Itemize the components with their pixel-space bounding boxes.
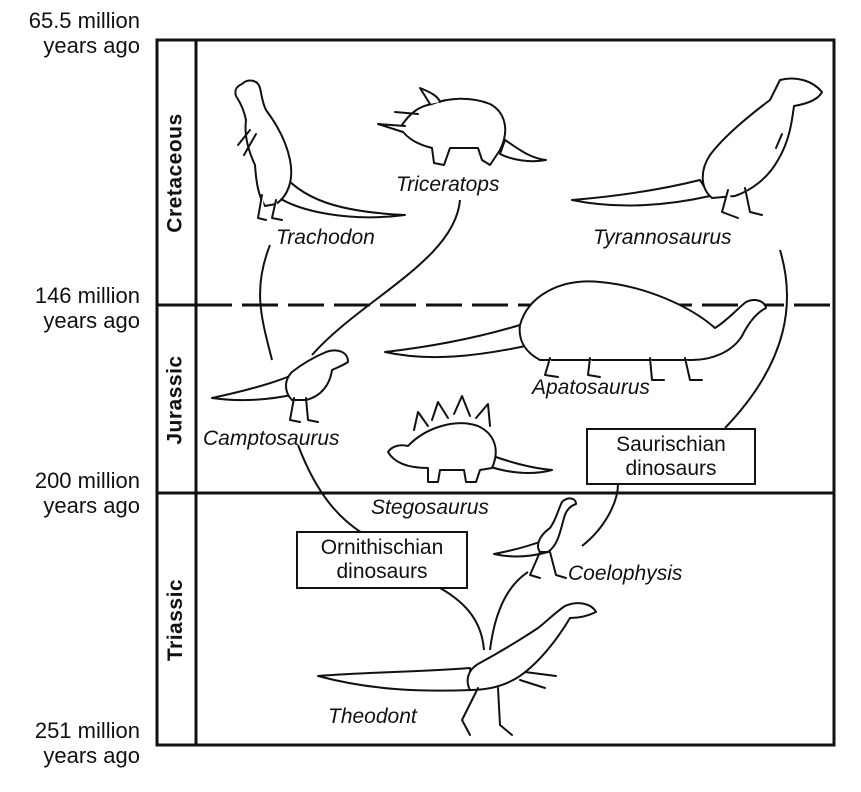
age-label-251: 251 million years ago [34,718,140,768]
label-apatosaurus: Apatosaurus [532,376,650,399]
age-label-200: 200 million years ago [34,468,140,518]
age-label-65-5: 65.5 million years ago [28,8,140,58]
label-coelophysis: Coelophysis [568,562,683,585]
triceratops-illustration [377,87,547,166]
lineage-coelophysis [581,483,619,547]
period-cretaceous: Cretaceous [153,42,199,304]
ornithischian-box: Ornithischian dinosaurs [296,531,468,589]
label-tyrannosaurus: Tyrannosaurus [593,226,732,249]
age-label-146: 146 million years ago [34,283,140,333]
theodont-illustration [317,602,597,736]
lineage-ornithischian [439,587,485,651]
trachodon-illustration [234,79,406,221]
label-trachodon: Trachodon [276,226,375,249]
label-triceratops: Triceratops [396,173,500,196]
label-theodont: Theodont [328,705,417,728]
lineage-tyrannosaurus [724,249,788,429]
label-camptosaurus: Camptosaurus [203,427,340,450]
lineage-saurischian [489,571,529,651]
label-stegosaurus: Stegosaurus [371,496,489,519]
period-label-cretaceous: Cretaceous [164,113,188,233]
coelophysis-illustration [493,497,577,579]
lineage-camptosaurus [297,444,363,534]
period-label-triassic: Triassic [164,578,188,661]
period-label-jurassic: Jurassic [164,354,188,445]
diagram-frame [155,38,836,747]
saurischian-box: Saurischian dinosaurs [586,428,756,485]
period-jurassic: Jurassic [153,307,199,492]
tyrannosaurus-illustration [571,77,823,219]
camptosaurus-illustration [211,349,349,423]
lineage-trachodon [259,244,273,361]
stegosaurus-illustration [387,395,553,483]
period-triassic: Triassic [153,495,199,744]
apatosaurus-illustration [384,280,767,381]
lineage-triceratops [311,199,461,356]
